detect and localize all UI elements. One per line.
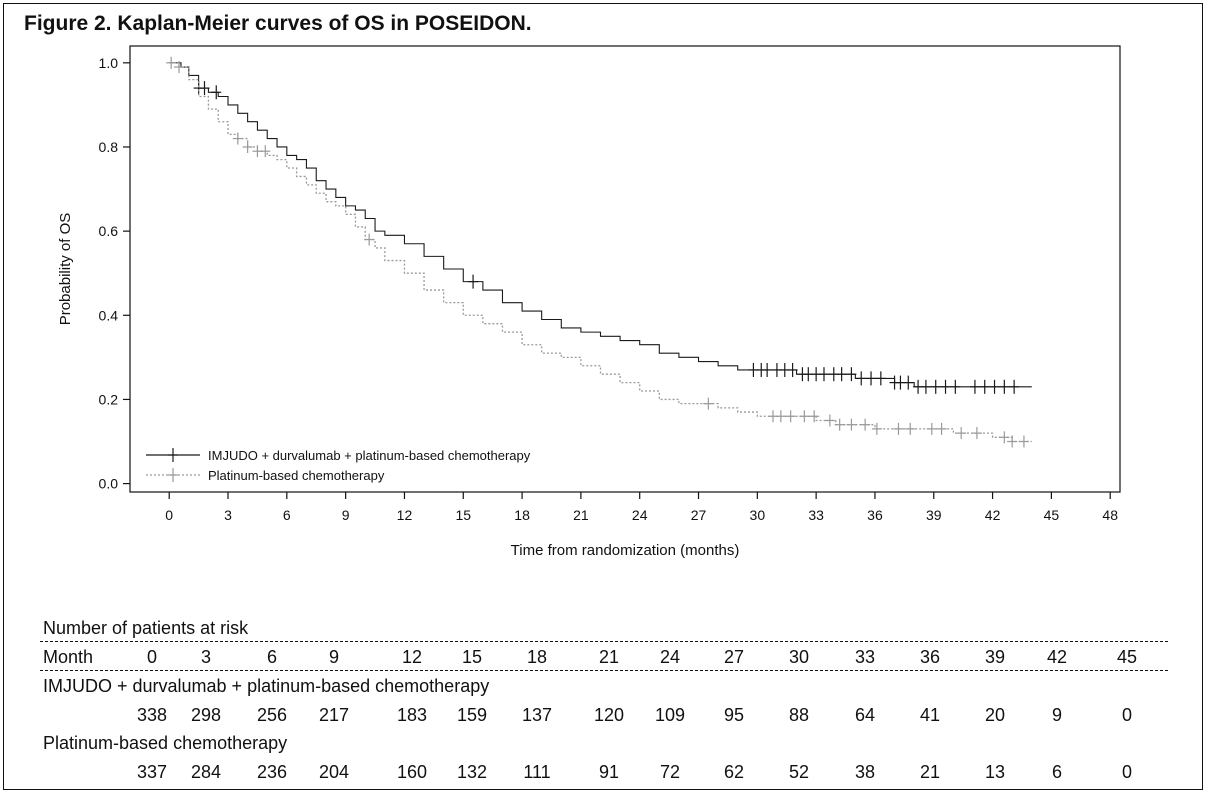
x-tick-label: 0 bbox=[165, 507, 173, 523]
risk-count-cell: 217 bbox=[318, 705, 350, 725]
risk-month-label: Month bbox=[43, 647, 94, 667]
x-tick-label: 12 bbox=[397, 507, 413, 523]
risk-month-cell: 24 bbox=[659, 647, 681, 667]
x-tick-label: 30 bbox=[750, 507, 766, 523]
risk-count-cell: 41 bbox=[919, 705, 941, 725]
x-tick-label: 33 bbox=[808, 507, 824, 523]
risk-table-heading: Number of patients at risk bbox=[43, 618, 249, 638]
x-tick-label: 36 bbox=[867, 507, 883, 523]
x-tick-label: 18 bbox=[514, 507, 530, 523]
risk-row-label-chemo: Platinum-based chemotherapy bbox=[43, 733, 288, 753]
y-tick-label: 1.0 bbox=[99, 55, 119, 71]
risk-count-cell: 95 bbox=[723, 705, 745, 725]
risk-month-cell: 30 bbox=[788, 647, 810, 667]
risk-count-cell: 52 bbox=[788, 762, 810, 782]
risk-count-cell: 91 bbox=[598, 762, 620, 782]
risk-month-cell: 3 bbox=[200, 647, 212, 667]
risk-count-cell: 132 bbox=[456, 762, 488, 782]
risk-count-cell: 204 bbox=[318, 762, 350, 782]
y-tick-label: 0.8 bbox=[99, 139, 119, 155]
risk-month-cell: 27 bbox=[723, 647, 745, 667]
legend: IMJUDO + durvalumab + platinum-based che… bbox=[146, 448, 531, 483]
legend-label: IMJUDO + durvalumab + platinum-based che… bbox=[208, 448, 531, 463]
km-curve-chemo bbox=[169, 62, 1032, 443]
risk-count-cell: 21 bbox=[919, 762, 941, 782]
risk-count-cell: 13 bbox=[984, 762, 1006, 782]
risk-month-cell: 9 bbox=[328, 647, 340, 667]
x-axis: 0 3 6 9 12 15 18 21 24 27 30 33 36 39 42 45 48 bbox=[165, 492, 1118, 523]
figure-title: Figure 2. Kaplan-Meier curves of OS in P… bbox=[24, 12, 532, 35]
risk-month-cell: 6 bbox=[266, 647, 278, 667]
x-tick-label: 21 bbox=[573, 507, 589, 523]
risk-month-cell: 15 bbox=[461, 647, 483, 667]
risk-count-cell: 338 bbox=[136, 705, 168, 725]
risk-month-cell: 45 bbox=[1116, 647, 1138, 667]
risk-month-cell: 18 bbox=[526, 647, 548, 667]
risk-table-divider bbox=[40, 641, 1168, 642]
risk-month-cell: 33 bbox=[854, 647, 876, 667]
risk-count-cell: 337 bbox=[136, 762, 168, 782]
risk-count-cell: 88 bbox=[788, 705, 810, 725]
risk-count-cell: 284 bbox=[190, 762, 222, 782]
risk-table-divider bbox=[40, 670, 1168, 671]
figure-frame bbox=[3, 3, 1203, 790]
x-tick-label: 15 bbox=[455, 507, 471, 523]
risk-month-cell: 21 bbox=[598, 647, 620, 667]
risk-count-cell: 6 bbox=[1051, 762, 1063, 782]
legend-label: Platinum-based chemotherapy bbox=[208, 468, 385, 483]
risk-month-cell: 39 bbox=[984, 647, 1006, 667]
km-chart: 0.00.20.40.60.81.0 0 3 6 9 12 15 18 21 24 27 30 33 3… bbox=[57, 45, 1121, 559]
plot-area bbox=[129, 45, 1121, 493]
risk-count-cell: 137 bbox=[521, 705, 553, 725]
risk-row-label-imjudo: IMJUDO + durvalumab + platinum-based che… bbox=[43, 676, 490, 696]
risk-count-cell: 72 bbox=[659, 762, 681, 782]
risk-month-cell: 12 bbox=[401, 647, 423, 667]
y-tick-label: 0.6 bbox=[99, 223, 119, 239]
risk-count-cell: 120 bbox=[593, 705, 625, 725]
x-tick-label: 39 bbox=[926, 507, 942, 523]
risk-count-cell: 160 bbox=[396, 762, 428, 782]
risk-month-cell: 42 bbox=[1046, 647, 1068, 667]
series-group bbox=[166, 56, 1032, 448]
y-tick-label: 0.4 bbox=[99, 307, 119, 323]
risk-month-cell: 36 bbox=[919, 647, 941, 667]
risk-count-cell: 62 bbox=[723, 762, 745, 782]
x-tick-label: 45 bbox=[1044, 507, 1060, 523]
x-tick-label: 3 bbox=[224, 507, 232, 523]
y-tick-label: 0.2 bbox=[99, 391, 119, 407]
y-tick-label: 0.0 bbox=[99, 476, 119, 492]
risk-month-cell: 0 bbox=[146, 647, 158, 667]
risk-count-cell: 0 bbox=[1121, 705, 1133, 725]
y-axis-label: Probability of OS bbox=[57, 213, 74, 326]
risk-count-cell: 0 bbox=[1121, 762, 1133, 782]
risk-count-cell: 64 bbox=[854, 705, 876, 725]
risk-count-cell: 159 bbox=[456, 705, 488, 725]
risk-count-cell: 20 bbox=[984, 705, 1006, 725]
km-curve-imjudo bbox=[169, 62, 1032, 388]
risk-count-cell: 256 bbox=[256, 705, 288, 725]
risk-count-cell: 236 bbox=[256, 762, 288, 782]
x-tick-label: 6 bbox=[283, 507, 291, 523]
risk-count-cell: 183 bbox=[396, 705, 428, 725]
x-tick-label: 9 bbox=[342, 507, 350, 523]
x-tick-label: 27 bbox=[691, 507, 707, 523]
risk-count-cell: 298 bbox=[190, 705, 222, 725]
risk-count-cell: 38 bbox=[854, 762, 876, 782]
x-tick-label: 24 bbox=[632, 507, 648, 523]
x-axis-label: Time from randomization (months) bbox=[511, 542, 740, 559]
risk-count-cell: 109 bbox=[654, 705, 686, 725]
x-tick-label: 48 bbox=[1102, 507, 1118, 523]
risk-count-cell: 9 bbox=[1051, 705, 1063, 725]
x-tick-label: 42 bbox=[985, 507, 1001, 523]
risk-count-cell: 111 bbox=[523, 762, 551, 782]
y-axis: 0.0 0.2 0.4 0.6 0.8 1.0 bbox=[99, 55, 130, 492]
